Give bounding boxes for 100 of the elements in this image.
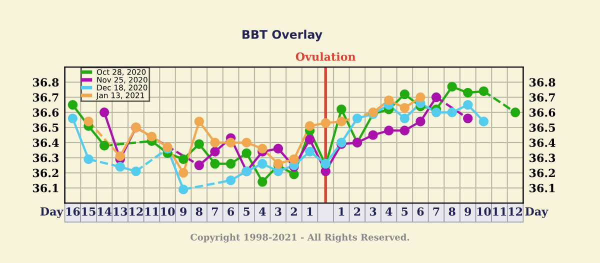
x-tick-label: 2 <box>354 207 360 216</box>
x-tick-label: 5 <box>402 208 408 216</box>
point <box>368 130 378 140</box>
point <box>384 95 394 106</box>
text: Copyright 1998-2021 - All Rights Reserved. <box>190 234 410 242</box>
point <box>447 82 457 92</box>
y2-tick-label: 36.3 <box>530 154 556 162</box>
point <box>68 100 78 110</box>
point <box>68 114 78 124</box>
x-tick-label: 9 <box>180 207 187 216</box>
point <box>320 118 330 128</box>
point <box>400 102 410 113</box>
point <box>431 92 442 102</box>
x-tick-label: 6 <box>228 207 234 216</box>
point <box>115 151 125 162</box>
x-tick-label: 3 <box>275 207 282 216</box>
point <box>84 116 94 126</box>
x-tick-label: 11 <box>145 207 158 216</box>
y-tick-label: 36.7 <box>32 93 58 102</box>
point <box>258 144 268 154</box>
y2-tick-label: 36.5 <box>530 123 555 132</box>
y-tick-label: 36.4 <box>32 138 59 147</box>
x-tick-label: 8 <box>196 207 202 216</box>
y-tick-label: 36.1 <box>32 184 58 192</box>
point <box>304 121 315 131</box>
y2-tick-label: 36.6 <box>530 108 556 117</box>
point <box>242 138 252 148</box>
point <box>194 116 204 126</box>
point <box>431 108 442 118</box>
point <box>258 177 268 187</box>
y2-tick-label: 36.7 <box>530 93 555 102</box>
y-tick-label: 36.2 <box>32 168 58 178</box>
y2-tick-label: 36.2 <box>530 168 555 178</box>
x-tick-label: 2 <box>290 207 297 216</box>
x-tick-label: 3 <box>370 207 376 216</box>
point <box>400 114 410 124</box>
x-tick-label: 10 <box>477 207 491 216</box>
x-tick-label: 7 <box>433 208 440 216</box>
point <box>242 148 252 158</box>
point <box>178 168 188 178</box>
x-tick-label: 8 <box>448 207 456 216</box>
chart-title: BBT Overlay <box>242 30 322 42</box>
point <box>463 114 473 124</box>
x-tick-label: 4 <box>385 207 392 216</box>
point <box>210 138 220 148</box>
point <box>210 158 220 169</box>
y-tick-label: 36.8 <box>32 78 59 87</box>
point <box>416 116 426 126</box>
point <box>99 140 110 150</box>
x-tick-label: 12 <box>130 207 143 216</box>
x-tick-label: 16 <box>66 207 80 216</box>
x-tick-label: Ovulation <box>296 52 356 61</box>
x-tick-label: 14 <box>98 207 112 216</box>
y2-tick-label: 36.8 <box>530 78 556 87</box>
x-tick-label: 11 <box>493 207 506 216</box>
point <box>178 154 188 164</box>
point <box>146 132 157 142</box>
y2-tick-label: 36.1 <box>530 184 555 192</box>
x-tick-label: 13 <box>114 207 128 216</box>
point <box>400 126 410 136</box>
point <box>463 100 473 110</box>
y-tick-label: 36.6 <box>32 108 59 117</box>
point <box>463 88 473 98</box>
x-axis-title: Day <box>40 207 64 218</box>
point <box>289 154 299 164</box>
x-tick-label: 1 <box>307 207 313 216</box>
point <box>226 138 236 148</box>
x-tick-label: 5 <box>244 208 250 216</box>
point <box>304 134 315 144</box>
x-tick-label: 12 <box>508 207 522 216</box>
point <box>336 116 346 126</box>
y-tick-label: 36.5 <box>32 123 58 132</box>
point <box>131 166 141 176</box>
text: Day <box>525 207 548 218</box>
point <box>115 162 125 172</box>
point <box>478 86 489 96</box>
point <box>84 154 94 164</box>
x-tick-label: 1 <box>338 207 344 216</box>
x-tick-label: 4 <box>258 207 266 216</box>
point <box>447 108 457 118</box>
y-tick-label: 36.3 <box>32 154 59 162</box>
point <box>478 116 489 126</box>
point <box>304 146 315 157</box>
x-tick-label: 6 <box>417 207 424 216</box>
point <box>258 158 268 169</box>
point <box>210 146 220 157</box>
x-tick-label: 7 <box>212 208 218 216</box>
point <box>336 104 346 114</box>
x-tick-label: 9 <box>464 207 472 216</box>
point <box>400 89 410 100</box>
x-tick-label: 10 <box>161 207 175 216</box>
point <box>352 114 362 124</box>
x-tick-label: 15 <box>82 207 96 216</box>
y2-tick-label: 36.4 <box>530 138 556 147</box>
point <box>416 92 426 102</box>
point <box>273 144 284 154</box>
point <box>510 108 520 118</box>
point <box>194 139 204 149</box>
point <box>194 160 204 170</box>
point <box>226 176 236 186</box>
